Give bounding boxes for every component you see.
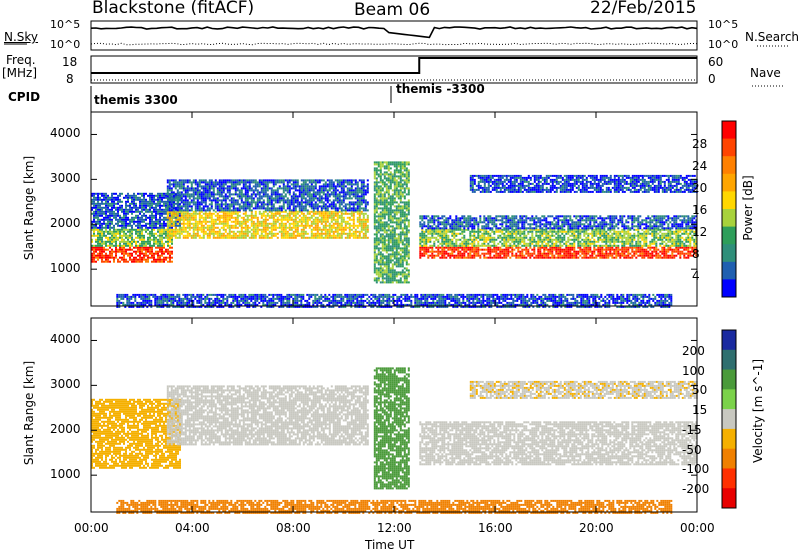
colorbar-tick-label: 24	[692, 159, 708, 173]
colorbar-swatch	[722, 244, 736, 263]
noise-right-tick-bottom: 10^0	[708, 38, 739, 51]
y-tick-label: 1000	[50, 467, 81, 482]
y-tick-label: 2000	[50, 422, 81, 437]
colorbar-frame	[721, 120, 737, 298]
colorbar-swatch	[722, 138, 736, 157]
colorbar-tick-label: 8	[692, 247, 700, 261]
colorbar-swatch	[722, 389, 736, 410]
noise-search-series	[90, 42, 698, 46]
colorbar-swatch	[722, 488, 736, 509]
noise-right-tick-top: 10^5	[708, 18, 739, 31]
y-tick-label: 4000	[50, 126, 81, 141]
colorbar-swatch	[722, 369, 736, 390]
colorbar-tick-label: -50	[682, 442, 702, 457]
nave-label: Nave	[750, 66, 781, 80]
colorbar-swatch	[722, 468, 736, 489]
y-tick-label: 4000	[50, 332, 81, 347]
colorbar-tick-label: 16	[692, 203, 708, 217]
y-tick-label: 3000	[50, 171, 81, 186]
colorbar-tick-label: -15	[682, 422, 702, 437]
cpid-label: CPID	[8, 90, 41, 104]
colorbar-tick-label: 28	[692, 137, 708, 151]
x-tick-label: 20:00	[579, 521, 614, 535]
colorbar-tick-label: 12	[692, 225, 708, 239]
colorbar-tick-label: 15	[692, 403, 708, 418]
colorbar-tick-label: 50	[692, 383, 708, 398]
freq-unit-label: [MHz]	[2, 66, 38, 80]
panel-velocity-cells	[91, 367, 698, 514]
x-axis-label: Time UT	[365, 538, 415, 552]
power-colorbar-label: Power [dB]	[741, 175, 755, 241]
colorbar-tick-label: 20	[692, 181, 708, 195]
colorbar-swatch	[722, 330, 736, 351]
colorbar-swatch	[722, 191, 736, 210]
x-tick-label: 04:00	[175, 521, 210, 535]
station-title: Blackstone (fitACF)	[92, 0, 255, 18]
cpid-segment-2: themis -3300	[396, 82, 485, 96]
noise-sky-series	[90, 26, 698, 39]
freq-panel-frame	[90, 55, 698, 84]
colorbar-swatch	[722, 349, 736, 371]
colorbar-frame	[721, 329, 737, 509]
power-ylabel: Slant Range [km]	[22, 155, 36, 261]
freq-tick-bottom: 8	[66, 72, 74, 86]
nave-tick-bottom: 0	[708, 72, 716, 86]
colorbar-swatch	[722, 261, 736, 280]
velocity-ylabel: Slant Range [km]	[22, 360, 36, 466]
colorbar-tick-label: -100	[682, 462, 710, 477]
colorbar-swatch	[722, 279, 736, 298]
date-title: 22/Feb/2015	[590, 0, 697, 18]
y-tick-label: 2000	[50, 216, 81, 231]
cpid-segment-1: themis 3300	[94, 93, 178, 107]
noise-left-tick-top: 10^5	[50, 18, 81, 31]
x-tick-label: 08:00	[276, 521, 311, 535]
colorbar-tick-label: 4	[692, 269, 700, 283]
x-tick-label: 12:00	[377, 521, 412, 535]
x-tick-label: 00:00	[74, 521, 109, 535]
colorbar-swatch	[722, 121, 736, 140]
noise-search-label: N.Search	[745, 30, 800, 44]
freq-tick-top: 18	[62, 55, 78, 69]
freq-series	[91, 57, 697, 74]
colorbar-swatch	[722, 428, 736, 450]
noise-sky-label: N.Sky	[4, 30, 39, 44]
y-tick-label: 1000	[50, 261, 81, 276]
velocity-colorbar-label: Velocity [m s^-1]	[751, 358, 765, 463]
x-tick-label: 00:00	[680, 521, 715, 535]
colorbar-tick-label: 200	[682, 343, 705, 358]
colorbar-swatch	[722, 448, 736, 469]
x-tick-label: 16:00	[478, 521, 513, 535]
colorbar-swatch	[722, 156, 736, 175]
colorbar-swatch	[722, 226, 736, 245]
colorbar-tick-label: 100	[682, 363, 705, 378]
panel-power-cells	[91, 161, 698, 308]
beam-title: Beam 06	[354, 0, 431, 20]
colorbar-swatch	[722, 209, 736, 228]
noise-panel-frame	[90, 20, 698, 51]
colorbar-swatch	[722, 409, 736, 430]
freq-label: Freq.	[6, 53, 36, 67]
nave-tick-top: 60	[708, 55, 724, 69]
y-tick-label: 3000	[50, 377, 81, 392]
colorbar-swatch	[722, 173, 736, 192]
colorbar-tick-label: -200	[682, 482, 710, 497]
noise-left-tick-bottom: 10^0	[50, 38, 81, 51]
